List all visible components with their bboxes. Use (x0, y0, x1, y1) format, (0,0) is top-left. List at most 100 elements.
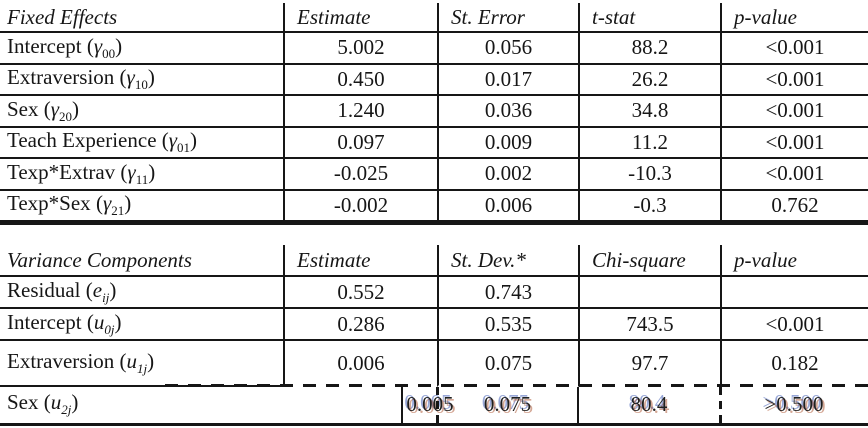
fixed-effects-table: Fixed Effects Estimate St. Error t-stat p-va… (0, 3, 868, 225)
math-subscript: 21 (111, 203, 125, 219)
cell-value: -10.3 (628, 161, 672, 186)
cell-value: 0.762 (771, 192, 819, 217)
value-cell: 0.017 (437, 64, 578, 96)
cell-value: -0.3 (633, 192, 667, 217)
value-cell: 0.056 (437, 33, 578, 65)
header-cell: Chi-square (578, 245, 720, 277)
math-symbol: γ (126, 65, 135, 90)
math-subscript: 1j (137, 361, 148, 377)
value-cell: 0.075 (437, 387, 578, 423)
value-cell: <0.001 (720, 127, 868, 159)
cell-value: <0.001 (765, 311, 825, 336)
value-cell: 97.7 (578, 341, 720, 387)
value-cell: 0.002 (437, 159, 578, 191)
table-row: Texp*Sex (γ21) -0.002 0.006 -0.3 0.762 (0, 190, 868, 222)
cell-value: <0.001 (765, 66, 825, 91)
cell-value: 0.286 (337, 311, 385, 336)
cell-value: 0.535 (484, 311, 533, 336)
math-symbol: γ (50, 96, 60, 121)
row-label-cell: Residual (eij) (0, 277, 283, 309)
row-label: Sex (γ20) (7, 96, 80, 124)
math-subscript: 11 (135, 171, 149, 187)
row-label-cell: Extraversion (u1j) (0, 341, 283, 387)
row-label: Extraversion (γ10) (7, 65, 155, 93)
cell-value: 743.5 (626, 311, 674, 336)
cell-value: <0.001 (765, 98, 825, 123)
value-cell: 0.036 (437, 96, 578, 128)
row-label-text: Texp*Sex (7, 191, 91, 216)
cell-value: <0.001 (765, 161, 825, 186)
header-label: Estimate (297, 247, 371, 272)
cell-value: <0.001 (765, 129, 825, 154)
cell-value: 0.552 (337, 279, 385, 304)
cell-value: 0.182 (771, 350, 819, 375)
cell-value: 0.450 (337, 66, 385, 91)
math-subscript: ij (102, 290, 110, 306)
cell-value: >0.500 (764, 391, 824, 416)
value-cell: 5.002 (283, 33, 437, 65)
math-subscript: 10 (134, 77, 148, 93)
cell-value: <0.001 (765, 35, 825, 60)
cell-value: 5.002 (337, 35, 385, 60)
math-symbol: γ (168, 128, 178, 153)
cell-value: 0.009 (484, 129, 533, 154)
cell-value: -0.025 (333, 161, 389, 186)
header-label: p-value (734, 4, 797, 29)
dashed-selection-top-line (165, 384, 868, 387)
cell-value: 26.2 (631, 66, 669, 91)
cell-value: 88.2 (631, 35, 669, 60)
value-cell: 0.009 (437, 127, 578, 159)
value-cell: 0.743 (437, 277, 578, 309)
row-label: Sex (u2j) (7, 389, 79, 418)
math-symbol: γ (93, 33, 103, 58)
header-cell: St. Dev.* (437, 245, 578, 277)
row-label: Extraversion (u1j) (7, 348, 155, 377)
dashed-selection-divider (436, 387, 439, 423)
row-label-cell: Intercept (u0j) (0, 309, 283, 341)
row-label: Teach Experience (γ01) (7, 128, 198, 156)
value-cell: 0.182 (720, 341, 868, 387)
header-label: t-stat (592, 4, 636, 29)
header-row: Fixed Effects Estimate St. Error t-stat p-va… (0, 3, 868, 33)
row-label: Intercept (u0j) (7, 309, 122, 338)
header-cell: Estimate (283, 3, 437, 33)
table-row: Sex (u2j) 0.005 0.075 80.4 >0.500 (0, 384, 868, 423)
cell-value: -0.002 (333, 192, 389, 217)
row-label-cell: Texp*Sex (γ21) (0, 191, 283, 222)
math-subscript: 20 (59, 108, 73, 124)
cell-value: 0.005 (406, 391, 454, 416)
table-row: Teach Experience (γ01) 0.097 0.009 11.2 <0.0… (0, 127, 868, 159)
value-cell: 0.535 (437, 309, 578, 341)
selection-vertical-line (401, 387, 403, 423)
row-label-text: Intercept (7, 33, 82, 58)
row-label-text: Residual (7, 277, 81, 302)
value-cell: 1.240 (283, 96, 437, 128)
cell-value: 0.056 (484, 35, 533, 60)
variance-components-table: Variance Components Estimate St. Dev.* Chi-… (0, 245, 868, 426)
row-label-cell: Sex (γ20) (0, 96, 283, 128)
header-cell: p-value (720, 3, 868, 33)
header-label: St. Dev.* (451, 247, 526, 272)
value-cell: -0.025 (283, 159, 437, 191)
header-label: Variance Components (7, 247, 192, 272)
table-row: Intercept (u0j) 0.286 0.535 743.5 <0.001 (0, 309, 868, 341)
value-cell: 0.075 (437, 341, 578, 387)
row-label: Residual (eij) (7, 277, 117, 306)
math-symbol: u (50, 389, 62, 414)
value-cell: 743.5 (578, 309, 720, 341)
cell-value: 0.097 (337, 129, 385, 154)
value-cell: 26.2 (578, 64, 720, 96)
value-cell: -10.3 (578, 159, 720, 191)
value-cell: <0.001 (720, 96, 868, 128)
value-cell: 0.005 (283, 387, 453, 423)
math-subscript: 0j (104, 322, 115, 338)
table-row: Sex (γ20) 1.240 0.036 34.8 <0.001 (0, 96, 868, 128)
row-label: Texp*Sex (γ21) (7, 191, 132, 219)
value-cell: 0.097 (283, 127, 437, 159)
row-label-text: Sex (7, 389, 39, 414)
value-cell: 80.4 (578, 387, 720, 423)
math-subscript: 00 (102, 45, 116, 61)
cell-value: 0.075 (483, 391, 532, 416)
row-label-text: Intercept (7, 309, 82, 334)
